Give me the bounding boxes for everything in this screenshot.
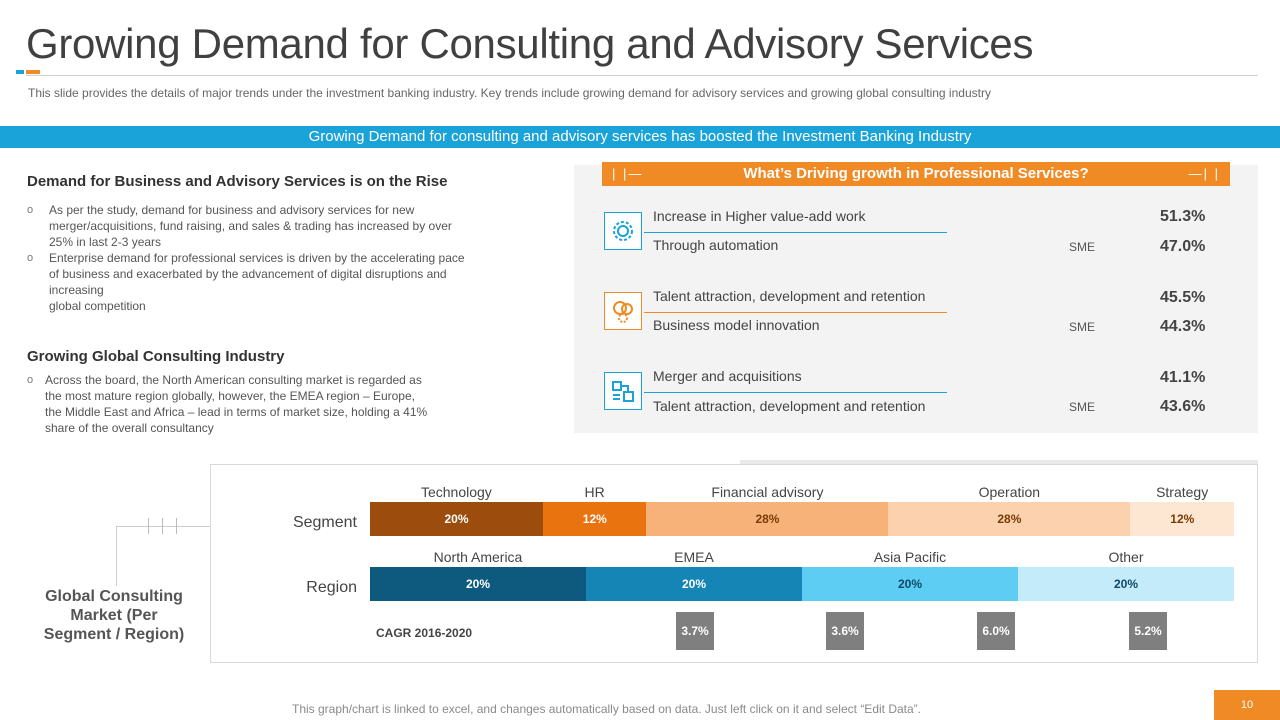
consulting-bullet-list: Across the board, the North American con… (27, 372, 497, 436)
chart-title: Global Consulting Market (Per Segment / … (43, 588, 185, 643)
bar-region-1: 20% (586, 567, 802, 601)
bullet-item: As per the study, demand for business an… (27, 202, 527, 250)
bullet-line: global competition (49, 299, 146, 313)
cagr-value-box: 5.2% (1129, 612, 1167, 650)
brain-gear-icon (604, 292, 642, 330)
bullet-line: share of the overall consultancy (45, 421, 214, 435)
chart-top-accent (740, 460, 1258, 466)
driver-value: 51.3% (1160, 208, 1206, 225)
section-heading-demand: Demand for Business and Advisory Service… (27, 173, 448, 190)
bullet-line: merger/acquisitions, fund raising, and s… (49, 219, 452, 233)
segment-row-label: Segment (292, 514, 357, 531)
driver-value: 45.5% (1160, 289, 1206, 306)
drivers-heading-bar: | |— What’s Driving growth in Profession… (602, 162, 1230, 186)
bullet-line: the most mature region globally, however… (45, 389, 415, 403)
driver-tag: SME (1069, 400, 1096, 414)
merger-icon (604, 372, 642, 410)
driver-label: Talent attraction, development and reten… (653, 288, 926, 304)
driver-value: 44.3% (1160, 318, 1206, 335)
heading-decoration-right: —| | (1188, 166, 1220, 181)
bullet-line: Across the board, the North American con… (45, 373, 422, 387)
bar-segment-4: 12% (1130, 502, 1235, 536)
footer-note: This graph/chart is linked to excel, and… (292, 702, 921, 716)
driver-label: Increase in Higher value-add work (653, 208, 866, 224)
bullet-line: Enterprise demand for professional servi… (49, 251, 465, 265)
bar-region-2: 20% (802, 567, 1018, 601)
slide-title: Growing Demand for Consulting and Adviso… (26, 20, 1034, 67)
bullet-item: Enterprise demand for professional servi… (27, 250, 527, 314)
heading-decoration-left: | |— (612, 166, 644, 181)
category-label: HR (584, 484, 605, 500)
connector-tick (162, 518, 163, 534)
title-divider (26, 75, 1258, 76)
driver-label: Merger and acquisitions (653, 368, 802, 384)
connector-line (116, 526, 117, 586)
bullet-line: As per the study, demand for business an… (49, 203, 415, 217)
bullet-line: increasing (49, 283, 104, 297)
cagr-value-box: 6.0% (977, 612, 1015, 650)
bar-segment-1: 12% (542, 502, 647, 536)
driver-label: Business model innovation (653, 317, 820, 333)
driver-label: Through automation (653, 237, 779, 253)
cagr-value-box: 3.7% (676, 612, 714, 650)
category-label: Operation (978, 484, 1041, 500)
connector-line (116, 526, 210, 527)
demand-bullet-list: As per the study, demand for business an… (27, 202, 527, 314)
bar-region-3: 20% (1018, 567, 1234, 601)
drivers-panel (574, 165, 1258, 433)
section-heading-consulting: Growing Global Consulting Industry (27, 348, 285, 365)
category-label: Strategy (1156, 484, 1209, 500)
bullet-item: Across the board, the North American con… (27, 372, 497, 436)
driver-label: Talent attraction, development and reten… (653, 398, 926, 414)
driver-tag: SME (1069, 320, 1096, 334)
bar-region-0: 20% (370, 567, 586, 601)
bullet-line: the Middle East and Africa – lead in ter… (45, 405, 428, 419)
page-number: 10 (1214, 690, 1280, 720)
drivers-heading: What’s Driving growth in Professional Se… (743, 165, 1089, 182)
driver-divider (644, 392, 947, 393)
title-accent-blue (16, 70, 24, 74)
driver-divider (644, 312, 947, 313)
driver-divider (644, 232, 947, 233)
category-label: Asia Pacific (873, 549, 947, 565)
driver-value: 43.6% (1160, 398, 1206, 415)
bullet-line: of business and exacerbated by the advan… (49, 267, 447, 281)
category-label: Other (1108, 549, 1144, 565)
connector-tick (176, 518, 177, 534)
connector-tick (148, 518, 149, 534)
cagr-value-box: 3.6% (826, 612, 864, 650)
title-accent-orange (26, 70, 40, 74)
category-label: Technology (420, 484, 492, 500)
driver-tag: SME (1069, 240, 1096, 254)
driver-value: 41.1% (1160, 369, 1206, 386)
market-chart-frame (210, 464, 1258, 663)
bar-segment-0: 20% (370, 502, 543, 536)
bar-segment-2: 28% (646, 502, 889, 536)
region-row-label: Region (306, 579, 357, 596)
category-label: Financial advisory (711, 484, 824, 500)
cagr-label: CAGR 2016-2020 (376, 626, 473, 640)
bar-segment-3: 28% (888, 502, 1131, 536)
slide-subtitle: This slide provides the details of major… (28, 86, 991, 100)
info-banner: Growing Demand for consulting and adviso… (0, 126, 1280, 148)
driver-value: 47.0% (1160, 238, 1206, 255)
category-label: North America (433, 549, 523, 565)
gear-icon (604, 212, 642, 250)
category-label: EMEA (674, 549, 714, 565)
bullet-line: 25% in last 2-3 years (49, 235, 162, 249)
